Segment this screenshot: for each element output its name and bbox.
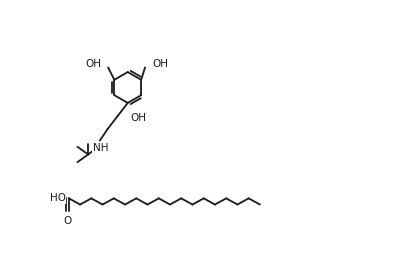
- Text: O: O: [63, 216, 71, 226]
- Text: OH: OH: [152, 59, 168, 69]
- Text: OH: OH: [130, 113, 146, 123]
- Text: NH: NH: [93, 143, 108, 153]
- Text: HO: HO: [50, 193, 66, 203]
- Text: OH: OH: [85, 59, 101, 69]
